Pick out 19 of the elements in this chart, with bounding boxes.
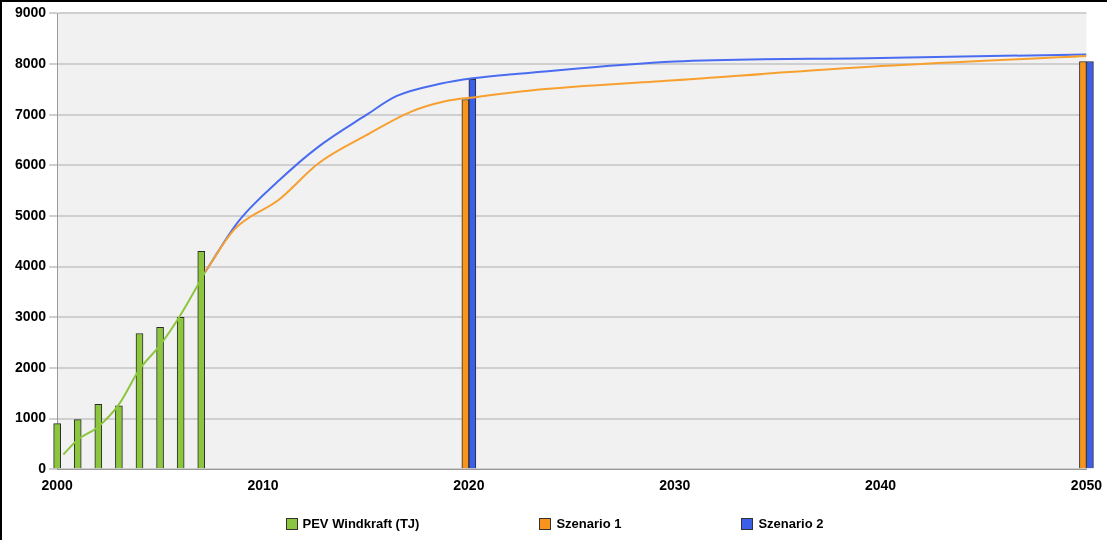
legend-label: Szenario 1 [556,516,622,531]
y-tick-label: 9000 [14,4,47,21]
legend-label: PEV Windkraft (TJ) [302,516,420,531]
y-tick-label: 0 [38,460,47,477]
x-tick-label: 2020 [453,477,485,494]
x-tick-label: 2000 [41,477,73,494]
x-tick-label: 2050 [1070,477,1103,494]
y-tick-label: 7000 [14,105,47,122]
y-tick-label: 8000 [14,54,47,71]
y-tick-label: 1000 [14,409,47,426]
y-tick-label: 4000 [14,257,47,274]
y-tick-label: 3000 [14,308,47,325]
x-tick-label: 2040 [864,477,897,494]
y-tick-label: 2000 [14,358,47,375]
x-tick-label: 2030 [659,477,691,494]
y-tick-label: 5000 [14,206,47,223]
legend-label: Szenario 2 [758,516,824,531]
x-tick-label: 2010 [247,477,279,494]
y-tick-label: 6000 [14,156,47,173]
